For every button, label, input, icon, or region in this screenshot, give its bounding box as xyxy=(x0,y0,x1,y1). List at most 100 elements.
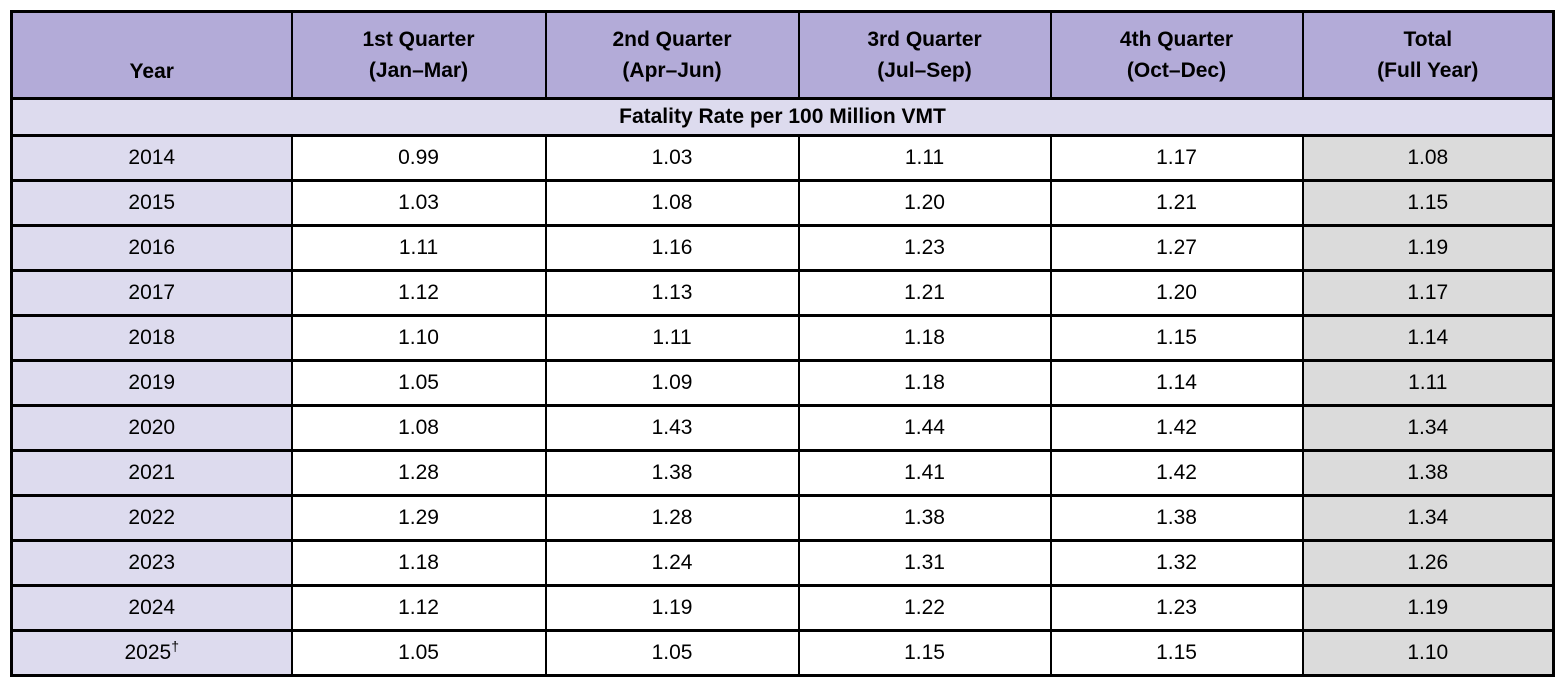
q2-rate-cell: 1.28 xyxy=(544,494,800,542)
total-rate-cell: 1.15 xyxy=(1301,179,1555,227)
column-header-year: Year xyxy=(10,10,293,100)
q2-rate-cell: 1.11 xyxy=(544,314,800,362)
year-cell: 2015 xyxy=(10,179,293,227)
total-rate-cell: 1.14 xyxy=(1301,314,1555,362)
table-row: 2022 1.29 1.28 1.38 1.38 1.34 xyxy=(10,494,1555,542)
column-header-q2: 2nd Quarter (Apr–Jun) xyxy=(544,10,800,100)
q3-rate-cell: 1.41 xyxy=(797,449,1052,497)
q2-rate-cell: 1.08 xyxy=(544,179,800,227)
q4-rate-cell: 1.14 xyxy=(1049,359,1304,407)
table-row: 2024 1.12 1.19 1.22 1.23 1.19 xyxy=(10,584,1555,632)
section-header-label: Fatality Rate per 100 Million VMT xyxy=(10,97,1555,137)
table-row: 2016 1.11 1.16 1.23 1.27 1.19 xyxy=(10,224,1555,272)
q2-rate-cell: 1.16 xyxy=(544,224,800,272)
q4-rate-cell: 1.15 xyxy=(1049,314,1304,362)
year-cell: 2020 xyxy=(10,404,293,452)
q3-rate-cell: 1.44 xyxy=(797,404,1052,452)
q1-rate-cell: 1.08 xyxy=(290,404,547,452)
q4-rate-cell: 1.20 xyxy=(1049,269,1304,317)
column-header-q4-months: (Oct–Dec) xyxy=(1126,59,1227,82)
column-header-total-title: Total xyxy=(1403,28,1453,51)
table-row: 2014 0.99 1.03 1.11 1.17 1.08 xyxy=(10,134,1555,182)
q1-rate-cell: 1.03 xyxy=(290,179,547,227)
total-rate-cell: 1.38 xyxy=(1301,449,1555,497)
table-row: 2020 1.08 1.43 1.44 1.42 1.34 xyxy=(10,404,1555,452)
column-header-q4: 4th Quarter (Oct–Dec) xyxy=(1049,10,1304,100)
column-header-total: Total (Full Year) xyxy=(1301,10,1555,100)
q3-rate-cell: 1.21 xyxy=(797,269,1052,317)
q1-rate-cell: 1.12 xyxy=(290,584,547,632)
q1-rate-cell: 1.28 xyxy=(290,449,547,497)
total-rate-cell: 1.19 xyxy=(1301,224,1555,272)
year-cell: 2019 xyxy=(10,359,293,407)
table-row: 2023 1.18 1.24 1.31 1.32 1.26 xyxy=(10,539,1555,587)
q2-rate-cell: 1.13 xyxy=(544,269,800,317)
q3-rate-cell: 1.31 xyxy=(797,539,1052,587)
q1-rate-cell: 1.12 xyxy=(290,269,547,317)
q2-rate-cell: 1.09 xyxy=(544,359,800,407)
table-body: 2014 0.99 1.03 1.11 1.17 1.08 2015 1.03 1.08 1.20… xyxy=(10,134,1555,677)
table-row: 2018 1.10 1.11 1.18 1.15 1.14 xyxy=(10,314,1555,362)
q2-rate-cell: 1.38 xyxy=(544,449,800,497)
q4-rate-cell: 1.42 xyxy=(1049,449,1304,497)
total-rate-cell: 1.19 xyxy=(1301,584,1555,632)
q2-rate-cell: 1.24 xyxy=(544,539,800,587)
year-cell: 2016 xyxy=(10,224,293,272)
total-rate-cell: 1.17 xyxy=(1301,269,1555,317)
q1-rate-cell: 1.11 xyxy=(290,224,547,272)
q3-rate-cell: 1.15 xyxy=(797,629,1052,677)
column-header-q1-title: 1st Quarter xyxy=(362,28,475,51)
q4-rate-cell: 1.23 xyxy=(1049,584,1304,632)
year-cell: 2025† xyxy=(10,629,293,677)
q4-rate-cell: 1.38 xyxy=(1049,494,1304,542)
q1-rate-cell: 1.18 xyxy=(290,539,547,587)
q3-rate-cell: 1.38 xyxy=(797,494,1052,542)
column-header-q1: 1st Quarter (Jan–Mar) xyxy=(290,10,547,100)
total-rate-cell: 1.08 xyxy=(1301,134,1555,182)
total-rate-cell: 1.10 xyxy=(1301,629,1555,677)
q2-rate-cell: 1.05 xyxy=(544,629,800,677)
year-cell: 2022 xyxy=(10,494,293,542)
fatality-rate-table: Year 1st Quarter (Jan–Mar) 2nd Quarter (… xyxy=(10,10,1555,677)
section-header-row: Fatality Rate per 100 Million VMT xyxy=(10,97,1555,137)
total-rate-cell: 1.26 xyxy=(1301,539,1555,587)
column-header-q3-title: 3rd Quarter xyxy=(867,28,982,51)
year-cell: 2021 xyxy=(10,449,293,497)
q3-rate-cell: 1.18 xyxy=(797,359,1052,407)
q4-rate-cell: 1.21 xyxy=(1049,179,1304,227)
table-row: 2015 1.03 1.08 1.20 1.21 1.15 xyxy=(10,179,1555,227)
q2-rate-cell: 1.03 xyxy=(544,134,800,182)
table-row: 2019 1.05 1.09 1.18 1.14 1.11 xyxy=(10,359,1555,407)
column-header-q2-title: 2nd Quarter xyxy=(612,28,732,51)
q1-rate-cell: 1.10 xyxy=(290,314,547,362)
year-cell: 2023 xyxy=(10,539,293,587)
column-header-total-subtitle: (Full Year) xyxy=(1377,59,1479,82)
column-header-q3-months: (Jul–Sep) xyxy=(877,59,972,82)
table-row: 2017 1.12 1.13 1.21 1.20 1.17 xyxy=(10,269,1555,317)
q1-rate-cell: 1.29 xyxy=(290,494,547,542)
q3-rate-cell: 1.23 xyxy=(797,224,1052,272)
q4-rate-cell: 1.15 xyxy=(1049,629,1304,677)
column-header-row: Year 1st Quarter (Jan–Mar) 2nd Quarter (… xyxy=(10,10,1555,100)
q3-rate-cell: 1.22 xyxy=(797,584,1052,632)
year-cell: 2017 xyxy=(10,269,293,317)
q2-rate-cell: 1.43 xyxy=(544,404,800,452)
column-header-q3: 3rd Quarter (Jul–Sep) xyxy=(797,10,1052,100)
table-row: 2021 1.28 1.38 1.41 1.42 1.38 xyxy=(10,449,1555,497)
total-rate-cell: 1.11 xyxy=(1301,359,1555,407)
q3-rate-cell: 1.18 xyxy=(797,314,1052,362)
q1-rate-cell: 0.99 xyxy=(290,134,547,182)
column-header-q2-months: (Apr–Jun) xyxy=(622,59,722,82)
column-header-q1-months: (Jan–Mar) xyxy=(368,59,469,82)
q4-rate-cell: 1.42 xyxy=(1049,404,1304,452)
q3-rate-cell: 1.20 xyxy=(797,179,1052,227)
total-rate-cell: 1.34 xyxy=(1301,494,1555,542)
q3-rate-cell: 1.11 xyxy=(797,134,1052,182)
dagger-marker: † xyxy=(171,638,179,654)
table-row: 2025† 1.05 1.05 1.15 1.15 1.10 xyxy=(10,629,1555,677)
total-rate-cell: 1.34 xyxy=(1301,404,1555,452)
column-header-year-label: Year xyxy=(129,60,174,83)
q4-rate-cell: 1.32 xyxy=(1049,539,1304,587)
q1-rate-cell: 1.05 xyxy=(290,629,547,677)
